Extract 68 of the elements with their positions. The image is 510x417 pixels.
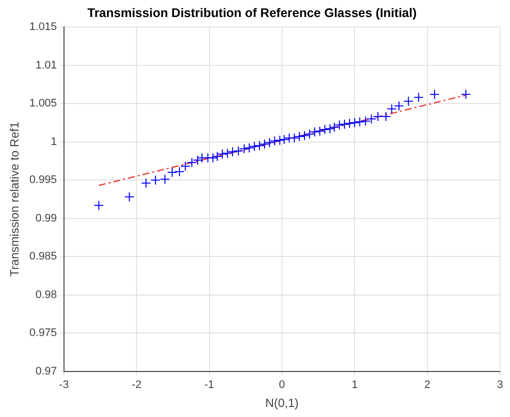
point	[430, 89, 440, 100]
point	[124, 192, 134, 202]
point	[334, 120, 344, 130]
x-tick-label: -3	[59, 379, 69, 392]
point	[360, 116, 371, 126]
point	[274, 135, 285, 146]
point	[228, 146, 238, 157]
point	[394, 100, 404, 111]
y-tick-label: 0.99	[36, 212, 57, 224]
point	[270, 136, 280, 146]
point	[94, 200, 104, 210]
point	[167, 167, 178, 178]
point	[314, 126, 325, 136]
point	[380, 112, 391, 122]
y-tick-label: 1.005	[29, 98, 57, 110]
point	[260, 139, 270, 150]
point	[350, 118, 360, 128]
point	[217, 149, 228, 160]
x-tick-label: 3	[496, 379, 504, 392]
x-tick-label: -1	[204, 379, 214, 392]
point	[150, 175, 160, 186]
x-tick-label: 2	[424, 379, 430, 392]
point	[222, 148, 232, 158]
y-tick-label: 1.015	[29, 21, 57, 34]
point	[403, 96, 414, 106]
y-tick-label: 0.995	[29, 174, 57, 186]
x-tick-label: -2	[132, 379, 142, 392]
point	[354, 116, 365, 127]
point	[372, 112, 383, 122]
point	[304, 129, 315, 140]
point	[324, 124, 335, 134]
point	[249, 141, 260, 152]
y-tick-label: 0.97	[36, 365, 57, 378]
point	[160, 174, 170, 184]
y-tick-label: 0.985	[29, 250, 57, 263]
x-tick-label: 0	[278, 379, 286, 392]
point	[299, 130, 310, 141]
point	[264, 138, 275, 148]
y-tick-label: 1.01	[36, 59, 57, 72]
point	[339, 119, 350, 130]
x-axis-title: N(0,1)	[265, 396, 299, 410]
point	[366, 114, 376, 124]
point	[180, 161, 190, 172]
point	[186, 157, 197, 168]
y-tick-label: 1	[50, 136, 57, 148]
x-tick-label: 1	[352, 379, 358, 392]
point	[192, 155, 203, 166]
point	[174, 166, 184, 177]
point	[460, 89, 471, 100]
point	[310, 126, 320, 137]
point	[320, 124, 330, 135]
point	[254, 140, 264, 151]
point	[294, 131, 304, 142]
point	[244, 142, 254, 153]
y-tick-label: 0.98	[36, 288, 57, 301]
y-tick-label: 0.975	[29, 327, 57, 340]
y-axis-title: Transmission relative to Ref1	[8, 121, 22, 277]
point	[233, 146, 244, 156]
point	[414, 92, 424, 102]
point	[212, 151, 222, 162]
point	[279, 134, 290, 145]
point	[344, 118, 355, 128]
point	[386, 104, 397, 114]
point	[329, 122, 340, 132]
point	[141, 178, 152, 188]
chart-title: Transmission Distribution of Reference Glasses (Initial)	[87, 6, 417, 20]
point	[208, 152, 218, 163]
point	[239, 144, 250, 154]
